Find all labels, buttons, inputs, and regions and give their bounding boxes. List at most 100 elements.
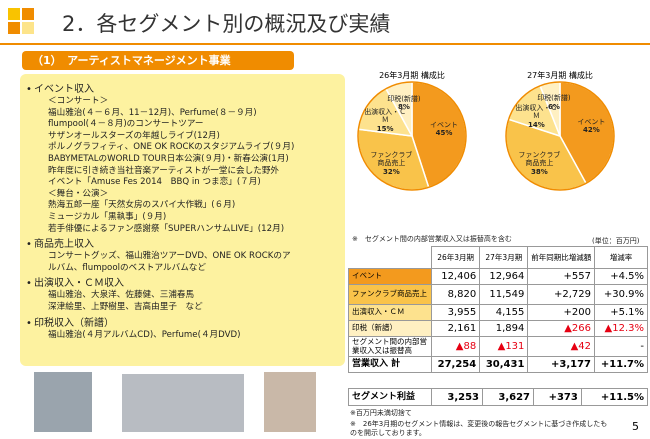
footnote: ※百万円未満切捨て: [350, 409, 412, 417]
corner-cell: [348, 246, 432, 269]
page-number: 5: [632, 420, 639, 433]
table-cell: ▲88: [430, 336, 481, 357]
photo: [122, 374, 244, 432]
summary-box: [20, 74, 345, 366]
row-label: セグメント間の内部営業収入又は振替高: [348, 336, 432, 357]
header-row: 26年3月期 27年3月期 前年同期比増減額 増減率: [348, 246, 648, 269]
slice-label: ファンクラブ商品売上 32%: [368, 151, 414, 177]
list-line: ＜舞台・公演＞: [48, 188, 109, 199]
slice-value: 14%: [527, 120, 545, 129]
slice-label: イベント 45%: [421, 121, 467, 138]
table-row: 印税（新譜） 2,161 1,894 ▲266 ▲12.3%: [348, 320, 648, 337]
footnote: ※ 26年3月期のセグメント情報は、変更後の報告セグメントに基づき作成したものを…: [350, 420, 608, 437]
list-line: イベント「Amuse Fes 2014 BBQ in つま恋」(７月): [48, 177, 261, 188]
table-cell: +5.1%: [594, 304, 648, 321]
title: 2．各セグメント別の概況及び実績: [62, 12, 391, 36]
table-cell: 8,820: [430, 284, 481, 305]
slice-label: イベント 42%: [568, 118, 614, 135]
list-line: BABYMETALのWORLD TOUR日本公演(９月)・新春公演(1月): [48, 153, 289, 164]
slice-category: イベント: [577, 117, 606, 126]
pie-outline: [357, 81, 467, 191]
table-cell: 2,161: [430, 320, 481, 337]
slice-label: 印税(新譜) 8%: [381, 95, 427, 112]
table-cell: 3,253: [431, 388, 483, 406]
slice-value: 15%: [376, 124, 394, 133]
slice-category: イベント: [430, 120, 458, 129]
list-heading: • 商品売上収入: [26, 239, 94, 251]
table-cell: 3,955: [430, 304, 481, 321]
list-heading: • 出演収入・ＣＭ収入: [26, 278, 124, 290]
list-line: コンサートグッズ、福山雅治ツアーDVD、ONE OK ROCKのア: [48, 251, 291, 262]
slice-value: 32%: [382, 167, 400, 176]
table-cell: +557: [527, 268, 596, 285]
table-row: ファンクラブ商品売上 8,820 11,549 +2,729 +30.9%: [348, 284, 648, 305]
table-cell: 1,894: [479, 320, 529, 337]
slice-value: 6%: [547, 102, 560, 111]
slice-label: 出演収入・ＣＭ 14%: [513, 104, 559, 130]
table-cell: -: [594, 336, 648, 357]
pie-title: 27年3月期 構成比: [527, 71, 593, 80]
column-header: 増減率: [594, 246, 648, 269]
slice-value: 8%: [397, 103, 410, 112]
row-label: 営業収入 計: [348, 356, 432, 373]
table-cell: ▲266: [527, 320, 596, 337]
slice-category: ファンクラブ商品売上: [518, 150, 561, 168]
list-line: 熱海五郎一座「天然女房のスパイ大作戦」(６月): [48, 200, 236, 211]
bullet: •: [26, 84, 32, 95]
table-row: セグメント間の内部営業収入又は振替高 ▲88 ▲131 ▲42-: [348, 336, 648, 357]
results-table: 26年3月期 27年3月期 前年同期比増減額 増減率 イベント 12,406 12,964 +…: [348, 246, 648, 373]
logo-square: [8, 8, 20, 20]
slice-category: 出演収入・ＣＭ: [364, 107, 407, 125]
list-line: 深津絵里、上野樹里、吉高由里子 など: [48, 301, 203, 312]
bullet: •: [26, 278, 32, 290]
table-cell: +11.5%: [580, 388, 649, 406]
photo: [264, 372, 316, 432]
list-line: flumpool(４－８月)のコンサートツアー: [48, 119, 204, 130]
bullet: •: [26, 239, 32, 251]
table-cell: +30.9%: [594, 284, 648, 305]
slice-category: ファンクラブ商品売上: [370, 150, 413, 168]
table-cell: 3,627: [482, 388, 534, 406]
list-line: ルバム、flumpoolのベストアルバムなど: [48, 262, 206, 273]
table-cell: 30,431: [479, 356, 529, 373]
profit-table: セグメント利益 3,253 3,627 +373 +11.5%: [348, 388, 649, 406]
column-header: 前年同期比増減額: [527, 246, 596, 269]
list-line: ミュージカル「黒執事」(９月): [48, 211, 167, 222]
table-unit: (単位：百万円): [592, 237, 640, 245]
logo-square: [22, 22, 34, 34]
list-line: 福山雅治、大泉洋、佐藤健、三浦春馬: [48, 290, 195, 301]
summary-list: • イベント収入 ＜コンサート＞ 福山雅治(４－６月、11－12月)、Perfume(…: [26, 80, 346, 341]
table-cell: ▲42: [527, 336, 596, 357]
table-row: 営業収入 計 27,254 30,431 +3,177 +11.7%: [348, 356, 648, 373]
row-label: 出演収入・ＣＭ: [348, 304, 432, 321]
slice-value: 38%: [530, 167, 548, 176]
table-cell: 11,549: [479, 284, 529, 305]
table-cell: +2,729: [527, 284, 596, 305]
slice-category: 印税(新譜): [537, 94, 571, 103]
column-header: 26年3月期: [430, 246, 481, 269]
slice-category: 出演収入・ＣＭ: [515, 103, 558, 121]
list-line: 若手俳優によるファン感謝祭「SUPERハンサムLIVE」(12月): [48, 223, 285, 234]
list-heading: • イベント収入: [26, 84, 94, 95]
list-line: 昨年度に引き続き当社音楽アーティストが一堂に会した野外: [48, 165, 280, 176]
table-note: ※ セグメント間の内部営業収入又は振替高を含む: [352, 235, 512, 243]
table-cell: +200: [527, 304, 596, 321]
list-heading: • 印税収入（新譜）: [26, 317, 114, 329]
slice-category: 印税(新譜): [387, 94, 421, 103]
list-line: 福山雅治(４月アルバムCD)、Perfume(４月DVD): [48, 329, 241, 340]
bullet: •: [26, 317, 32, 329]
row-label: イベント: [348, 268, 432, 285]
table-cell: +3,177: [527, 356, 596, 373]
section-heading: （1） アーティストマネージメント事業: [22, 51, 294, 70]
table-cell: 12,406: [430, 268, 481, 285]
list-line: ＜コンサート＞: [48, 96, 109, 106]
row-label: ファンクラブ商品売上: [348, 284, 432, 305]
table-cell: 12,964: [479, 268, 529, 285]
table-row: 出演収入・ＣＭ 3,955 4,155 +200 +5.1%: [348, 304, 648, 321]
table-cell: ▲12.3%: [594, 320, 648, 337]
table-cell: ▲131: [479, 336, 529, 357]
table-cell: +11.7%: [594, 356, 648, 373]
slice-label: 出演収入・ＣＭ 15%: [362, 108, 408, 134]
